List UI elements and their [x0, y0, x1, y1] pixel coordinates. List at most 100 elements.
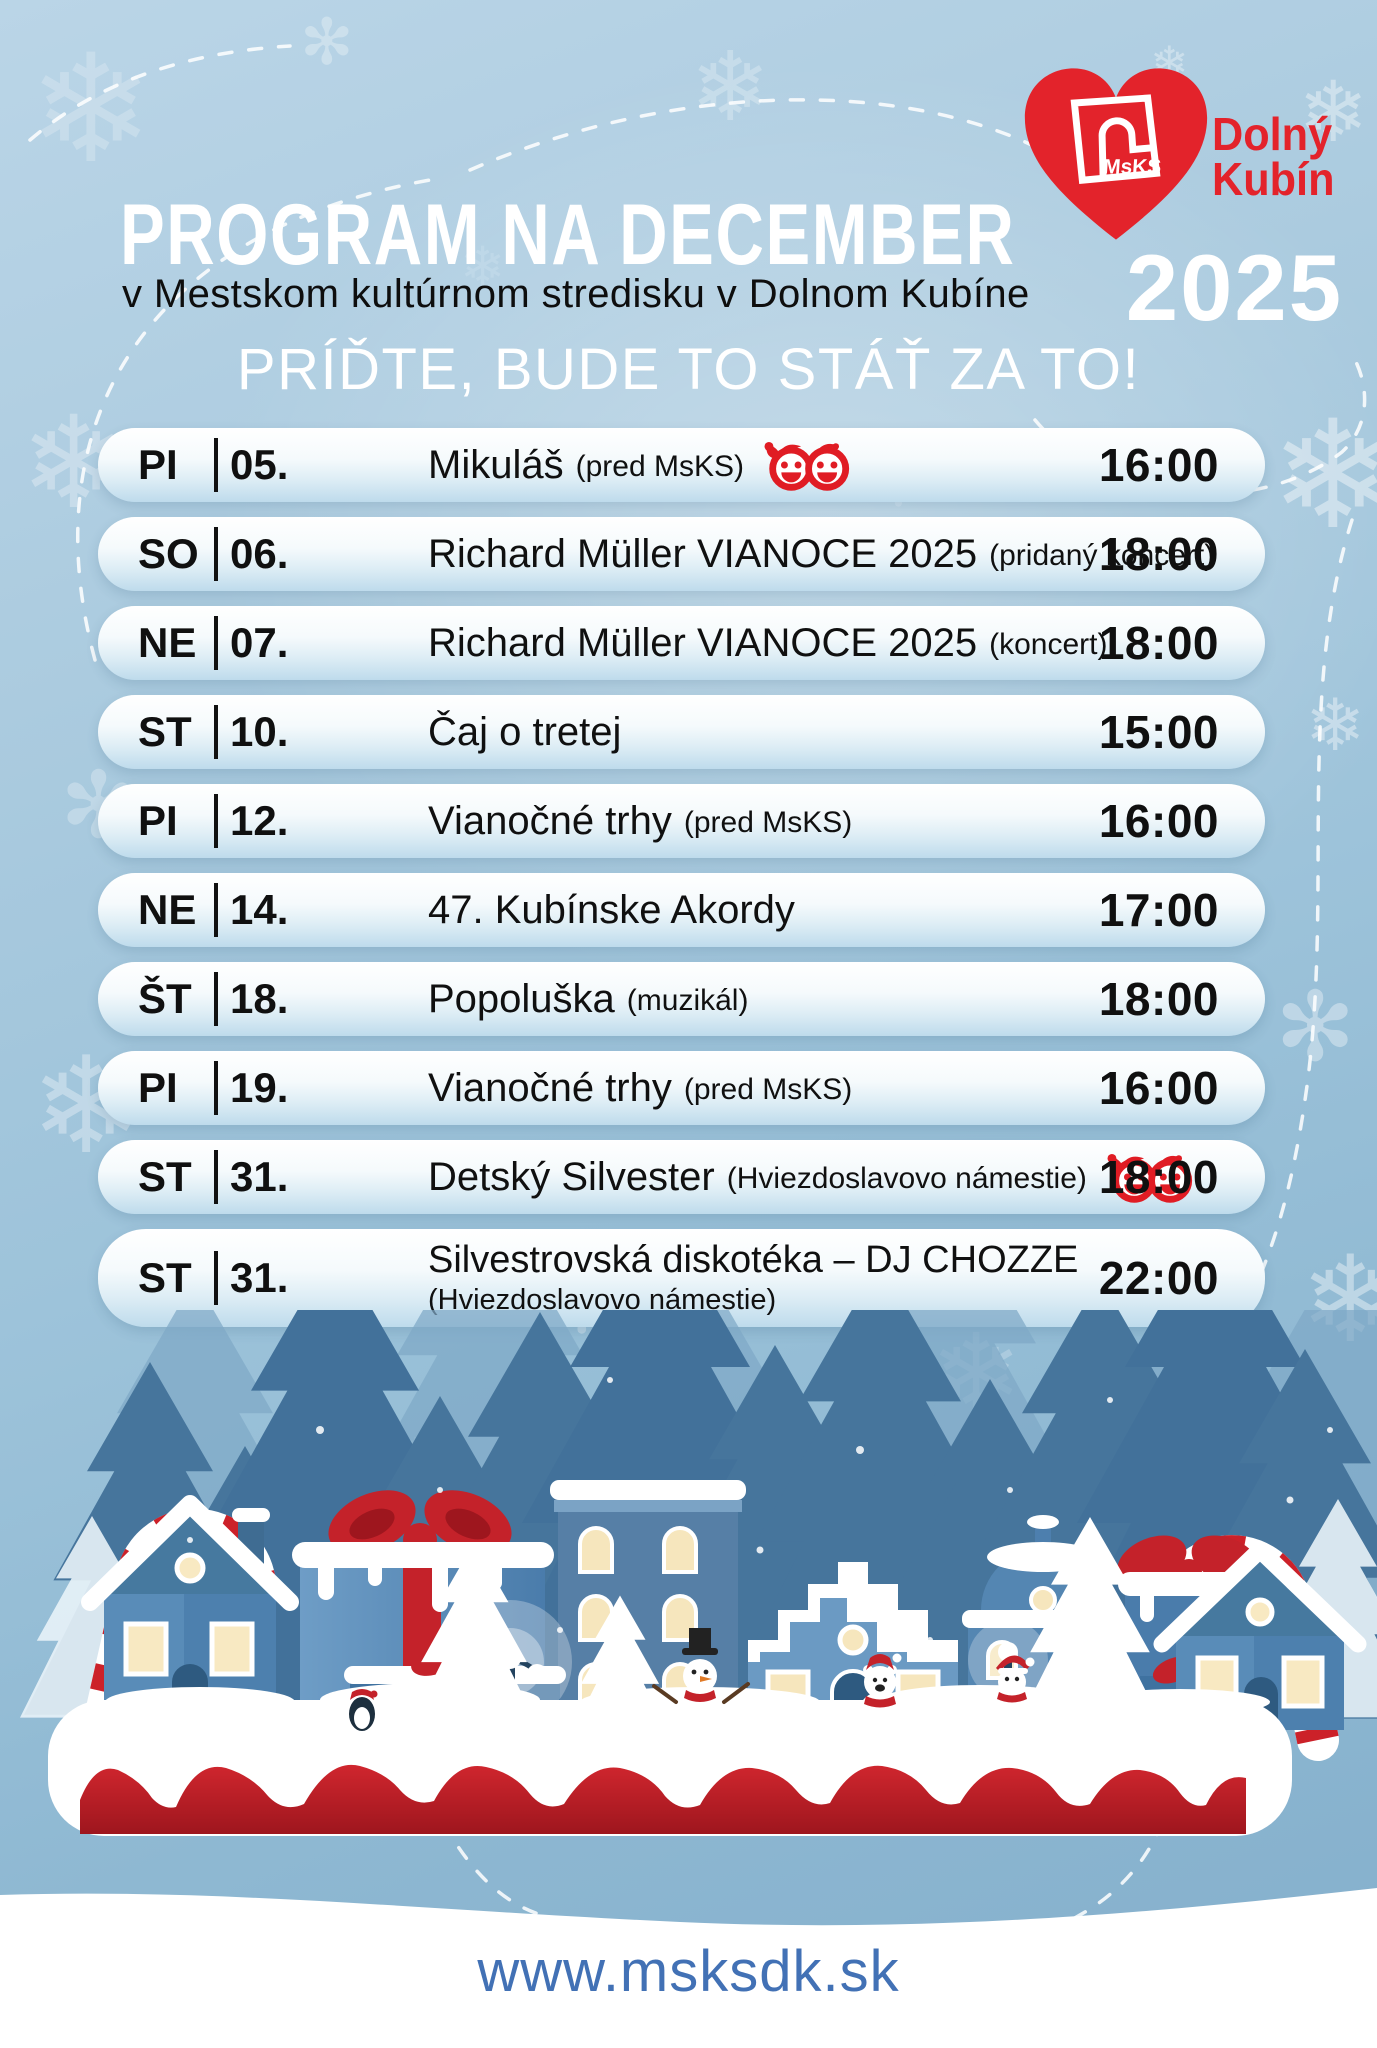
snowflake-icon: [1275, 980, 1355, 1076]
event-daydate: PI 12.: [138, 794, 378, 848]
event-info: Čaj o tretej: [378, 710, 1099, 755]
event-note: (koncert): [989, 628, 1108, 661]
event-daydate: ŠT 18.: [138, 972, 378, 1026]
tagline: PRÍĎTE, BUDE TO STÁŤ ZA TO!: [236, 337, 1141, 402]
event-day: PI: [138, 441, 178, 488]
event-time: 18:00: [1098, 1151, 1219, 1203]
polar-bear: [858, 1653, 902, 1736]
event-row: PI 05. Mikuláš (pred MsKS): [98, 428, 1265, 502]
event-daydate: SO 06.: [138, 527, 378, 581]
left-house: [81, 1495, 299, 1730]
event-daydate: PI 19.: [138, 1061, 378, 1115]
event-date: 05.: [230, 441, 289, 488]
kids-icon: [764, 439, 853, 491]
event-day: PI: [138, 797, 178, 844]
event-title: Mikuláš: [428, 442, 564, 487]
event-date: 10.: [230, 708, 289, 755]
event-row: PI 19. Vianočné trhy (pred MsKS) 16:00: [98, 1051, 1265, 1125]
event-day: NE: [138, 886, 197, 933]
day-date-divider: [214, 705, 218, 759]
day-date-divider: [214, 1150, 218, 1204]
red-snow-wave: [80, 1764, 1246, 1834]
event-row: PI 12. Vianočné trhy (pred MsKS) 16:00: [98, 784, 1265, 858]
event-date: 14.: [230, 886, 289, 933]
snowman-santa-hat: [992, 1655, 1035, 1736]
year-label: 2025: [1125, 235, 1343, 340]
snow-dots: [187, 1377, 1333, 1643]
event-title: Richard Müller VIANOCE 2025: [428, 620, 978, 665]
event-date: 31.: [230, 1153, 289, 1200]
gift-bow: [328, 1490, 512, 1557]
event-note: (Hviezdoslavovo námestie): [726, 1162, 1087, 1195]
event-row: ŠT 18. Popoluška (muzikál) 18:00: [98, 962, 1265, 1036]
event-daydate: NE 07.: [138, 616, 378, 670]
snowflake-icon: [1270, 400, 1377, 550]
event-time: 16:00: [1098, 1062, 1219, 1114]
day-date-divider: [214, 1251, 218, 1305]
event-info: Detský Silvester (Hviezdoslavovo námesti…: [378, 1151, 1193, 1203]
event-title: Richard Müller VIANOCE 2025: [428, 531, 978, 576]
event-row: ST 31. Detský Silvester (Hviezdoslavovo …: [98, 1140, 1265, 1214]
event-time: 17:00: [1098, 884, 1219, 936]
event-date: 06.: [230, 530, 289, 577]
event-time: 16:00: [1098, 795, 1219, 847]
kids-icon: [1107, 1151, 1196, 1203]
event-title: Detský Silvester: [428, 1154, 715, 1199]
city-name: Dolný Kubín: [1212, 108, 1335, 206]
event-info: Vianočné trhy (pred MsKS): [378, 1066, 1099, 1111]
website-link[interactable]: www.msksdk.sk: [477, 1939, 900, 2004]
penguin: [349, 1689, 378, 1731]
event-time: 18:00: [1098, 617, 1219, 669]
event-time: 18:00: [1098, 973, 1219, 1025]
event-day: NE: [138, 619, 197, 666]
event-title: Vianočné trhy: [428, 1065, 672, 1110]
page-title: PROGRAM NA DECEMBER: [120, 187, 1016, 283]
event-row: NE 14. 47. Kubínske Akordy 17:00: [98, 873, 1265, 947]
event-note: (pred MsKS): [575, 450, 744, 483]
event-info: Mikuláš (pred MsKS): [378, 439, 1099, 491]
snowflake-icon: [690, 40, 770, 136]
event-day: ST: [138, 1254, 192, 1301]
day-date-divider: [214, 1061, 218, 1115]
event-daydate: ST 10.: [138, 705, 378, 759]
event-daydate: NE 14.: [138, 883, 378, 937]
snowman-tophat: [652, 1628, 750, 1738]
event-day: SO: [138, 530, 199, 577]
day-date-divider: [214, 972, 218, 1026]
event-time: 16:00: [1098, 439, 1219, 491]
msks-heart-logo-icon: MsKS: [1024, 68, 1208, 240]
event-time: 15:00: [1098, 706, 1219, 758]
event-date: 31.: [230, 1254, 289, 1301]
event-title: Vianočné trhy: [428, 798, 672, 843]
event-info: Vianočné trhy (pred MsKS): [378, 799, 1099, 844]
event-day: ŠT: [138, 975, 192, 1022]
event-note: (pred MsKS): [683, 1073, 853, 1106]
city-line2: Kubín: [1212, 153, 1335, 206]
event-note: (muzikál): [626, 984, 749, 1017]
event-day: PI: [138, 1064, 178, 1111]
event-note: (pridaný koncert): [989, 539, 1215, 572]
event-info: Popoluška (muzikál): [378, 977, 1099, 1022]
event-note: (pred MsKS): [683, 806, 853, 839]
event-title: Silvestrovská diskotéka – DJ CHOZZE: [428, 1239, 1079, 1281]
day-date-divider: [214, 883, 218, 937]
event-info: Richard Müller VIANOCE 2025 (pridaný kon…: [378, 531, 1214, 577]
day-date-divider: [214, 794, 218, 848]
city-line1: Dolný: [1212, 108, 1333, 160]
event-title: Čaj o tretej: [428, 709, 622, 754]
bottom-wave: [0, 1888, 1377, 2048]
event-day: ST: [138, 1153, 192, 1200]
day-date-divider: [214, 616, 218, 670]
event-date: 19.: [230, 1064, 289, 1111]
event-date: 07.: [230, 619, 289, 666]
event-row: NE 07. Richard Müller VIANOCE 2025 (konc…: [98, 606, 1265, 680]
page-subtitle: v Mestskom kultúrnom stredisku v Dolnom …: [122, 272, 1030, 316]
snowflake-icon: [28, 34, 154, 184]
event-title: Popoluška: [428, 976, 615, 1021]
event-info: 47. Kubínske Akordy: [378, 888, 1099, 933]
day-date-divider: [214, 527, 218, 581]
event-row: ST 10. Čaj o tretej 15:00: [98, 695, 1265, 769]
event-info: Silvestrovská diskotéka – DJ CHOZZE (Hvi…: [378, 1239, 1099, 1317]
event-date: 12.: [230, 797, 289, 844]
